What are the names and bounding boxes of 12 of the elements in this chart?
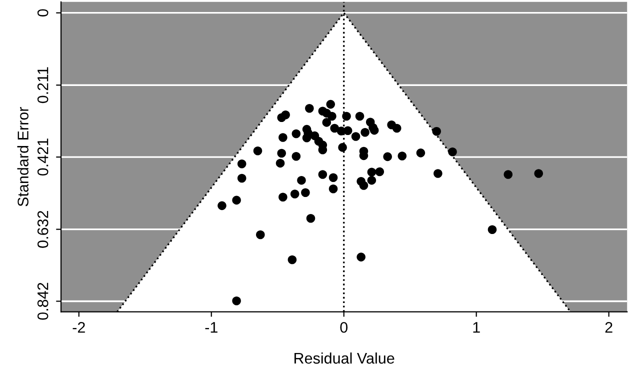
y-axis-title: Standard Error <box>17 107 28 206</box>
x-tick-label: 0 <box>340 322 348 333</box>
x-tick-label: 1 <box>473 322 480 333</box>
x-tick-label: -1 <box>205 322 218 333</box>
y-tick-label: 0.421 <box>37 138 48 176</box>
y-tick-label: 0 <box>37 9 48 16</box>
y-tick-label: 0.632 <box>37 210 48 248</box>
y-tick-label: 0.211 <box>37 67 48 104</box>
x-tick-label: 2 <box>605 322 612 333</box>
x-axis-title: Residual Value <box>294 352 394 364</box>
x-tick-label: -2 <box>72 322 85 333</box>
y-tick-label: 0.842 <box>37 282 48 320</box>
